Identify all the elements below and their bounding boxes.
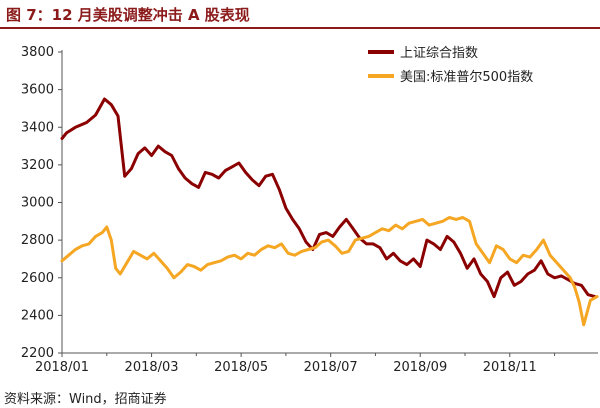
source-note: 资料来源：Wind，招商证券 [4, 392, 167, 407]
x-tick-label: 2018/09 [393, 360, 447, 375]
y-tick-label: 3800 [21, 45, 54, 60]
x-tick-label: 2018/07 [304, 360, 358, 375]
axes [58, 50, 598, 357]
title-divider [0, 27, 600, 29]
y-tick-label: 2400 [21, 308, 54, 323]
series-line-sp500 [60, 216, 599, 327]
y-tick-label: 3000 [21, 196, 54, 211]
chart-title: 图 7：12 月美股调整冲击 A 股表现 [6, 6, 250, 24]
y-tick-labels: 2200 2400 2600 2800 3000 3200 3400 3600 3800 [21, 45, 54, 361]
y-tick-label: 3400 [21, 120, 54, 135]
y-tick-label: 3600 [21, 83, 54, 98]
series-lines [60, 97, 599, 327]
series-line-shanghai [60, 97, 597, 299]
x-tick-label: 2018/11 [483, 360, 537, 375]
y-tick-label: 2800 [21, 233, 54, 248]
x-tick-label: 2018/05 [214, 360, 268, 375]
y-tick-label: 3200 [21, 158, 54, 173]
y-tick-label: 2600 [21, 271, 54, 286]
y-tick-label: 2200 [21, 346, 54, 361]
x-tick-label: 2018/01 [35, 360, 89, 375]
x-tick-label: 2018/03 [125, 360, 179, 375]
x-tick-labels: 2018/01 2018/03 2018/05 2018/07 2018/09 2018/… [35, 360, 537, 375]
legend-label: 上证综合指数 [400, 46, 478, 61]
legend-label: 美国:标准普尔500指数 [400, 70, 533, 85]
